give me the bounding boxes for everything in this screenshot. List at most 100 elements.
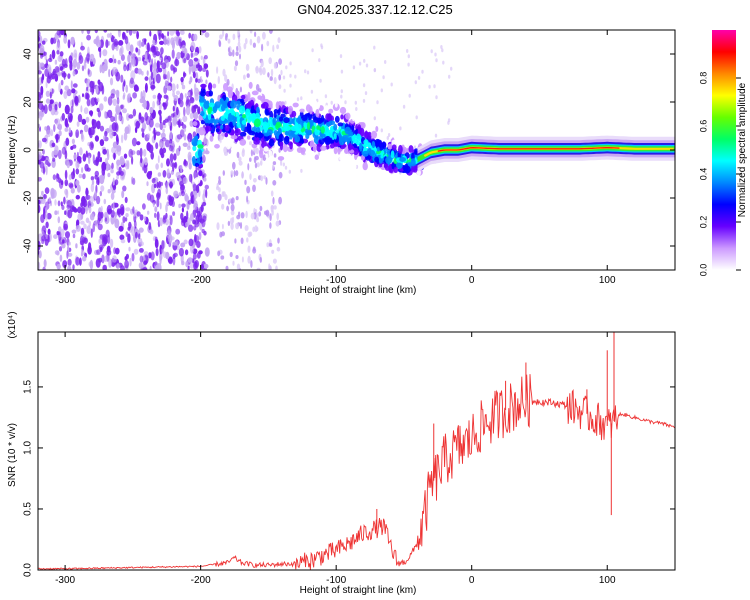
noise-speckle [230, 203, 235, 212]
signal-blob [230, 128, 235, 137]
noise-speckle [96, 120, 101, 130]
noise-speckle [246, 195, 249, 203]
noise-speckle [123, 132, 128, 141]
noise-speckle [131, 156, 134, 165]
noise-speckle [139, 255, 144, 263]
noise-speckle [64, 127, 69, 132]
signal-blob [403, 165, 411, 174]
signal-blob [328, 108, 334, 114]
noise-speckle [154, 238, 159, 249]
signal-blob [310, 99, 314, 106]
x-tick-label: 0 [469, 275, 475, 286]
noise-speckle [120, 134, 124, 144]
noise-speckle [176, 83, 179, 90]
noise-speckle [240, 237, 244, 245]
noise-speckle [243, 43, 247, 50]
noise-speckle [90, 126, 95, 136]
noise-speckle [172, 211, 176, 217]
signal-blob [245, 108, 251, 116]
noise-speckle [118, 30, 121, 33]
signal-blob [368, 149, 376, 157]
noise-speckle [81, 65, 85, 72]
noise-speckle [97, 223, 103, 231]
noise-speckle [57, 200, 61, 207]
noise-speckle [119, 47, 123, 57]
signal-blob [247, 91, 251, 101]
y-tick-label: 1.5 [23, 380, 34, 394]
noise-speckle [88, 155, 91, 165]
noise-speckle [380, 128, 383, 133]
noise-speckle [254, 31, 257, 38]
noise-speckle [104, 217, 108, 222]
signal-blob [343, 153, 348, 162]
noise-speckle [114, 41, 120, 46]
noise-speckle [414, 80, 417, 85]
noise-speckle [59, 51, 64, 57]
noise-speckle [134, 126, 138, 134]
noise-speckle [71, 229, 77, 234]
y-tick-label: 0.5 [23, 502, 34, 516]
signal-blob [276, 122, 281, 129]
y-tick-label: 20 [23, 96, 34, 108]
noise-speckle [107, 96, 113, 106]
noise-speckle [156, 181, 159, 189]
noise-speckle [235, 196, 239, 201]
noise-speckle [67, 265, 72, 270]
noise-speckle [236, 46, 239, 52]
noise-speckle [273, 205, 277, 210]
noise-speckle [171, 83, 176, 93]
noise-speckle [373, 45, 376, 50]
signal-blob [328, 120, 336, 125]
noise-speckle [41, 76, 44, 84]
noise-speckle [87, 246, 92, 255]
noise-speckle [71, 64, 76, 71]
noise-speckle [63, 196, 66, 205]
signal-blob [220, 115, 225, 121]
noise-speckle [169, 181, 173, 189]
noise-speckle [68, 182, 74, 188]
noise-speckle [169, 153, 174, 163]
noise-speckle [77, 213, 83, 221]
noise-speckle [170, 113, 175, 118]
noise-speckle [76, 61, 81, 70]
noise-speckle [249, 157, 252, 162]
noise-speckle [239, 53, 241, 60]
noise-speckle [122, 185, 127, 192]
noise-speckle [284, 165, 288, 170]
noise-speckle [244, 179, 247, 185]
noise-speckle [259, 160, 263, 166]
noise-speckle [237, 30, 240, 36]
noise-speckle [56, 41, 61, 52]
noise-speckle [57, 149, 62, 160]
noise-speckle [83, 59, 86, 69]
noise-speckle [266, 242, 270, 248]
noise-speckle [181, 203, 186, 208]
noise-speckle [90, 183, 95, 193]
noise-speckle [205, 147, 208, 154]
noise-speckle [39, 110, 43, 121]
noise-speckle [193, 33, 198, 42]
noise-speckle [184, 195, 190, 202]
noise-speckle [183, 106, 186, 117]
noise-speckle [150, 251, 155, 261]
noise-speckle [72, 168, 75, 176]
noise-speckle [189, 76, 193, 83]
noise-speckle [196, 241, 201, 248]
noise-speckle [64, 85, 69, 91]
signal-blob [238, 105, 246, 115]
noise-speckle [252, 248, 257, 254]
noise-speckle [183, 134, 187, 141]
noise-speckle [330, 100, 333, 105]
noise-speckle [127, 54, 131, 63]
signal-blob [230, 108, 235, 116]
noise-speckle [174, 58, 180, 67]
noise-speckle [139, 214, 144, 221]
noise-speckle [54, 250, 60, 256]
noise-speckle [260, 175, 264, 182]
noise-speckle [91, 85, 94, 95]
signal-blob [320, 126, 325, 134]
signal-blob [283, 136, 290, 145]
signal-blob [197, 149, 203, 158]
noise-speckle [91, 119, 97, 129]
noise-speckle [110, 93, 115, 99]
